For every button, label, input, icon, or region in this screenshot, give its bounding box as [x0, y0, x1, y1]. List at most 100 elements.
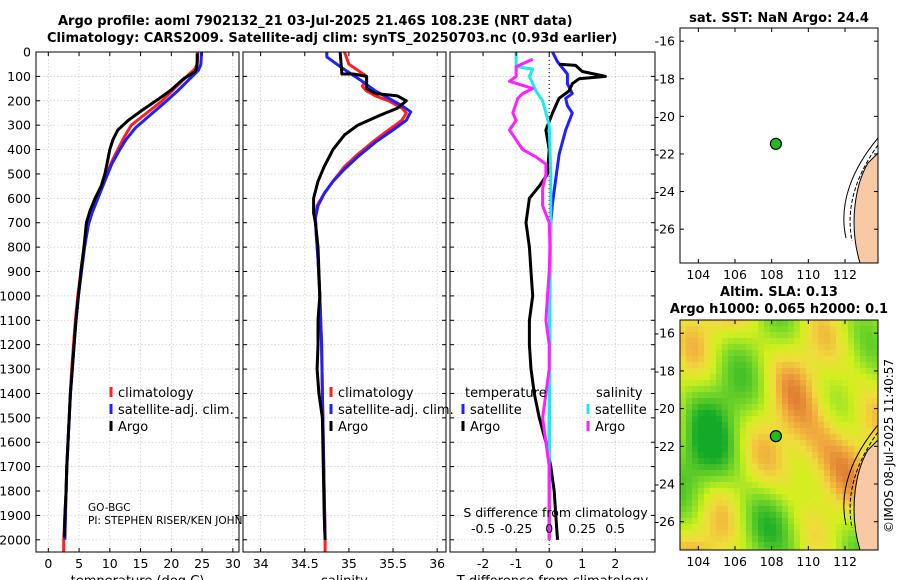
x-tick-label: 36: [429, 556, 445, 571]
y-tick-label: 600: [7, 191, 31, 206]
x-tick-label: 30: [225, 556, 241, 571]
legend-t-title: temperature: [465, 386, 547, 401]
differences-s-tick-label: 0.25: [568, 521, 596, 536]
sst_map-frame: [679, 27, 879, 264]
y-tick-label: -20: [655, 401, 675, 416]
x-tick-label: 0: [545, 556, 553, 571]
legend-label: climatology: [338, 386, 414, 401]
program-label: GO-BGC: [88, 502, 131, 514]
page-title-line2: Climatology: CARS2009. Satellite-adj cli…: [47, 31, 618, 46]
y-tick-label: 400: [7, 142, 31, 157]
x-tick-label: 112: [833, 267, 857, 282]
x-tick-label: 106: [723, 554, 747, 569]
y-tick-label: -20: [655, 109, 675, 124]
differences-series-s-satellite: [514, 52, 553, 540]
y-tick-label: 100: [7, 69, 31, 84]
salinity-series-satellite-adj-clim-: [313, 52, 413, 540]
sst_map-panel: 104 106 108 110 112 -16 -18 -20 -22 -24 -26 sat. SS…: [655, 11, 879, 282]
y-tick-label: 1600: [0, 435, 31, 450]
y-tick-label: 1700: [0, 459, 31, 474]
legend-label: climatology: [118, 386, 194, 401]
x-tick-label: 2: [611, 556, 619, 571]
x-tick-label: 108: [760, 554, 784, 569]
x-tick-label: 1: [578, 556, 586, 571]
y-tick-label: 1300: [0, 362, 31, 377]
y-tick-label: -24: [655, 477, 675, 492]
x-tick-label: 15: [133, 556, 149, 571]
y-tick-label: 1900: [0, 508, 31, 523]
x-tick-label: 25: [194, 556, 210, 571]
legend-label: Argo: [470, 420, 500, 435]
bathymetry-contour: [849, 144, 878, 242]
differences-s-tick-label: 0: [545, 521, 553, 536]
differences-series-s-argo: [508, 57, 552, 540]
legend-label: satellite-adj. clim.: [118, 403, 234, 418]
x-tick-label: 20: [163, 556, 179, 571]
sla_map-frame: [679, 319, 879, 551]
y-tick-label: 2000: [0, 532, 31, 547]
y-tick-label: 500: [7, 166, 31, 181]
bathymetry-contour: [843, 137, 878, 239]
sla-map-title-line1: Altim. SLA: 0.13: [720, 285, 838, 300]
x-tick-label: 35: [341, 556, 357, 571]
y-tick-label: 800: [7, 240, 31, 255]
sla-map-title-line2: Argo h1000: 0.065 h2000: 0.1: [670, 302, 888, 317]
temperature-frame: [35, 51, 240, 553]
y-tick-label: 1100: [0, 313, 31, 328]
differences-panel: -2 -1 0 1 2 T difference from climatology temp…: [449, 51, 656, 580]
y-tick-label: -22: [655, 146, 675, 161]
salinity-xlabel: salinity: [321, 574, 368, 580]
bathymetry-contour: [849, 431, 878, 529]
temperature-xlabel: temperature (deg C): [71, 574, 205, 580]
y-tick-label: -16: [655, 34, 675, 49]
x-tick-label: 10: [102, 556, 118, 571]
y-tick-label: -16: [655, 326, 675, 341]
temperature-series-argo: [62, 53, 199, 538]
sla_map-panel: 104 106 108 110 112 -16 -18 -20 -22 -24 -26 Altim. …: [655, 285, 889, 569]
x-tick-label: 110: [796, 267, 820, 282]
y-tick-label: 900: [7, 264, 31, 279]
differences-frame: [449, 51, 656, 553]
salinity-panel: 34 34.5 35 35.5 36 salinity climatology satelli…: [242, 51, 454, 580]
y-tick-label: 1500: [0, 410, 31, 425]
bathymetry-contour: [843, 424, 878, 526]
legend-s-title: salinity: [596, 386, 643, 401]
y-tick-label: -26: [655, 514, 675, 529]
y-tick-label: 1400: [0, 386, 31, 401]
y-tick-label: 1000: [0, 288, 31, 303]
argo-float-marker: [769, 137, 782, 150]
temperature-series-climatology: [62, 52, 200, 552]
differences-s-xlabel: S difference from climatology: [463, 505, 648, 520]
land-area: [853, 439, 878, 550]
differences-s-tick-label: -0.25: [500, 521, 532, 536]
x-tick-label: -2: [477, 556, 489, 571]
y-tick-label: -22: [655, 439, 675, 454]
legend-label: Argo: [595, 420, 625, 435]
land-area: [853, 152, 878, 263]
x-tick-label: 5: [75, 556, 83, 571]
x-tick-label: 108: [760, 267, 784, 282]
differences-series-t-argo: [524, 62, 607, 540]
differences-s-tick-label: 0.5: [605, 521, 625, 536]
y-tick-label: 0: [23, 45, 31, 60]
y-tick-label: 1800: [0, 484, 31, 499]
y-tick-label: 300: [7, 118, 31, 133]
argo-float-marker: [769, 430, 782, 443]
salinity-frame: [242, 51, 447, 553]
y-tick-label: -18: [655, 71, 675, 86]
page-title-line1: Argo profile: aoml 7902132_21 03-Jul-202…: [58, 14, 573, 29]
x-tick-label: 0: [44, 556, 52, 571]
legend-label: satellite: [595, 403, 647, 418]
x-tick-label: -1: [510, 556, 522, 571]
legend-label: satellite: [470, 403, 522, 418]
differences-xlabel: T difference from climatology: [456, 574, 649, 580]
y-tick-label: -24: [655, 184, 675, 199]
x-tick-label: 104: [686, 267, 710, 282]
x-tick-label: 110: [796, 554, 820, 569]
temperature-panel: 0 5 10 15 20 25 300100200300400500600700800900…: [0, 45, 242, 580]
x-tick-label: 34.5: [291, 556, 319, 571]
salinity-series-argo: [312, 52, 408, 540]
x-tick-label: 106: [723, 267, 747, 282]
sst-map-title: sat. SST: NaN Argo: 24.4: [689, 11, 869, 26]
x-tick-label: 104: [686, 554, 710, 569]
